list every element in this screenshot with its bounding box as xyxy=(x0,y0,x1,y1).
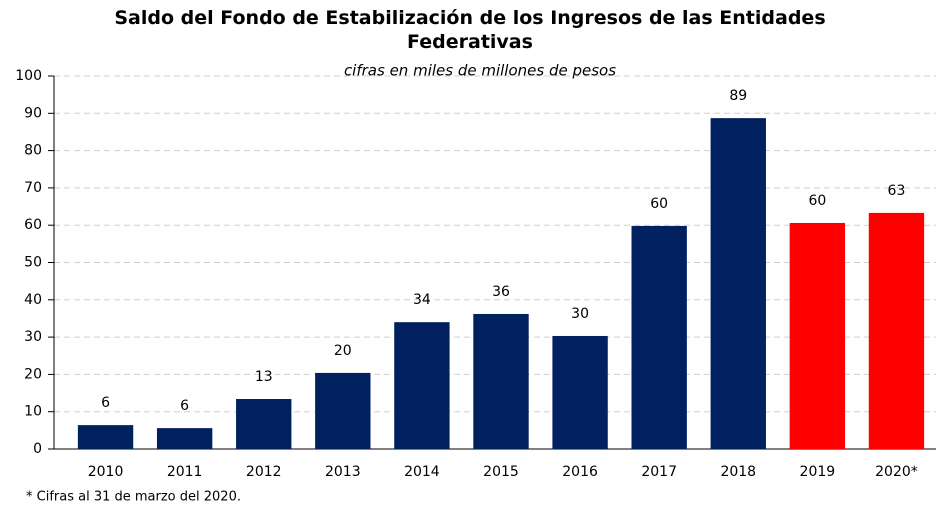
x-tick-label: 2014 xyxy=(404,464,440,480)
data-label: 89 xyxy=(729,88,747,104)
bar xyxy=(552,335,608,449)
x-tick-label: 2017 xyxy=(641,464,677,480)
x-tick-label: 2018 xyxy=(720,464,756,480)
x-tick-label: 2015 xyxy=(483,464,519,480)
x-tick-label: 2019 xyxy=(800,464,836,480)
x-tick-label: 2011 xyxy=(167,464,203,480)
data-label: 34 xyxy=(413,292,431,308)
bar xyxy=(710,118,766,450)
bar xyxy=(156,428,213,449)
data-label: 6 xyxy=(101,395,110,411)
data-label: 63 xyxy=(888,183,906,199)
x-tick-label: 2010 xyxy=(88,464,124,480)
data-label: 36 xyxy=(492,284,510,300)
y-tick-label: 50 xyxy=(24,255,42,271)
chart-subtitle: cifras en miles de millones de pesos xyxy=(344,62,616,80)
y-tick-label: 40 xyxy=(24,292,42,308)
bar xyxy=(77,425,134,449)
y-tick-label: 20 xyxy=(24,366,42,382)
bar xyxy=(789,222,846,449)
bar xyxy=(868,212,925,449)
y-tick-label: 80 xyxy=(24,143,42,159)
data-label: 60 xyxy=(808,193,826,209)
y-tick-label: 70 xyxy=(24,180,42,196)
y-tick-label: 0 xyxy=(33,441,42,457)
y-tick-label: 30 xyxy=(24,329,42,345)
x-tick-label: 2013 xyxy=(325,464,361,480)
x-tick-label: 2016 xyxy=(562,464,598,480)
bar xyxy=(631,225,687,449)
chart-title: Saldo del Fondo de Estabilización de los… xyxy=(114,7,826,53)
data-label: 13 xyxy=(255,369,273,385)
bar xyxy=(473,313,529,449)
y-tick-label: 10 xyxy=(24,404,42,420)
bar xyxy=(394,322,450,449)
footnote: * Cifras al 31 de marzo del 2020. xyxy=(26,490,241,505)
bar xyxy=(236,399,292,449)
bar xyxy=(315,372,371,449)
y-tick-label: 100 xyxy=(15,68,42,84)
x-tick-label: 2012 xyxy=(246,464,282,480)
data-label: 6 xyxy=(180,398,189,414)
y-tick-label: 90 xyxy=(24,105,42,121)
data-label: 60 xyxy=(650,196,668,212)
data-label: 20 xyxy=(334,343,352,359)
y-tick-label: 60 xyxy=(24,217,42,233)
data-label: 30 xyxy=(571,306,589,322)
x-tick-label: 2020* xyxy=(875,464,918,480)
